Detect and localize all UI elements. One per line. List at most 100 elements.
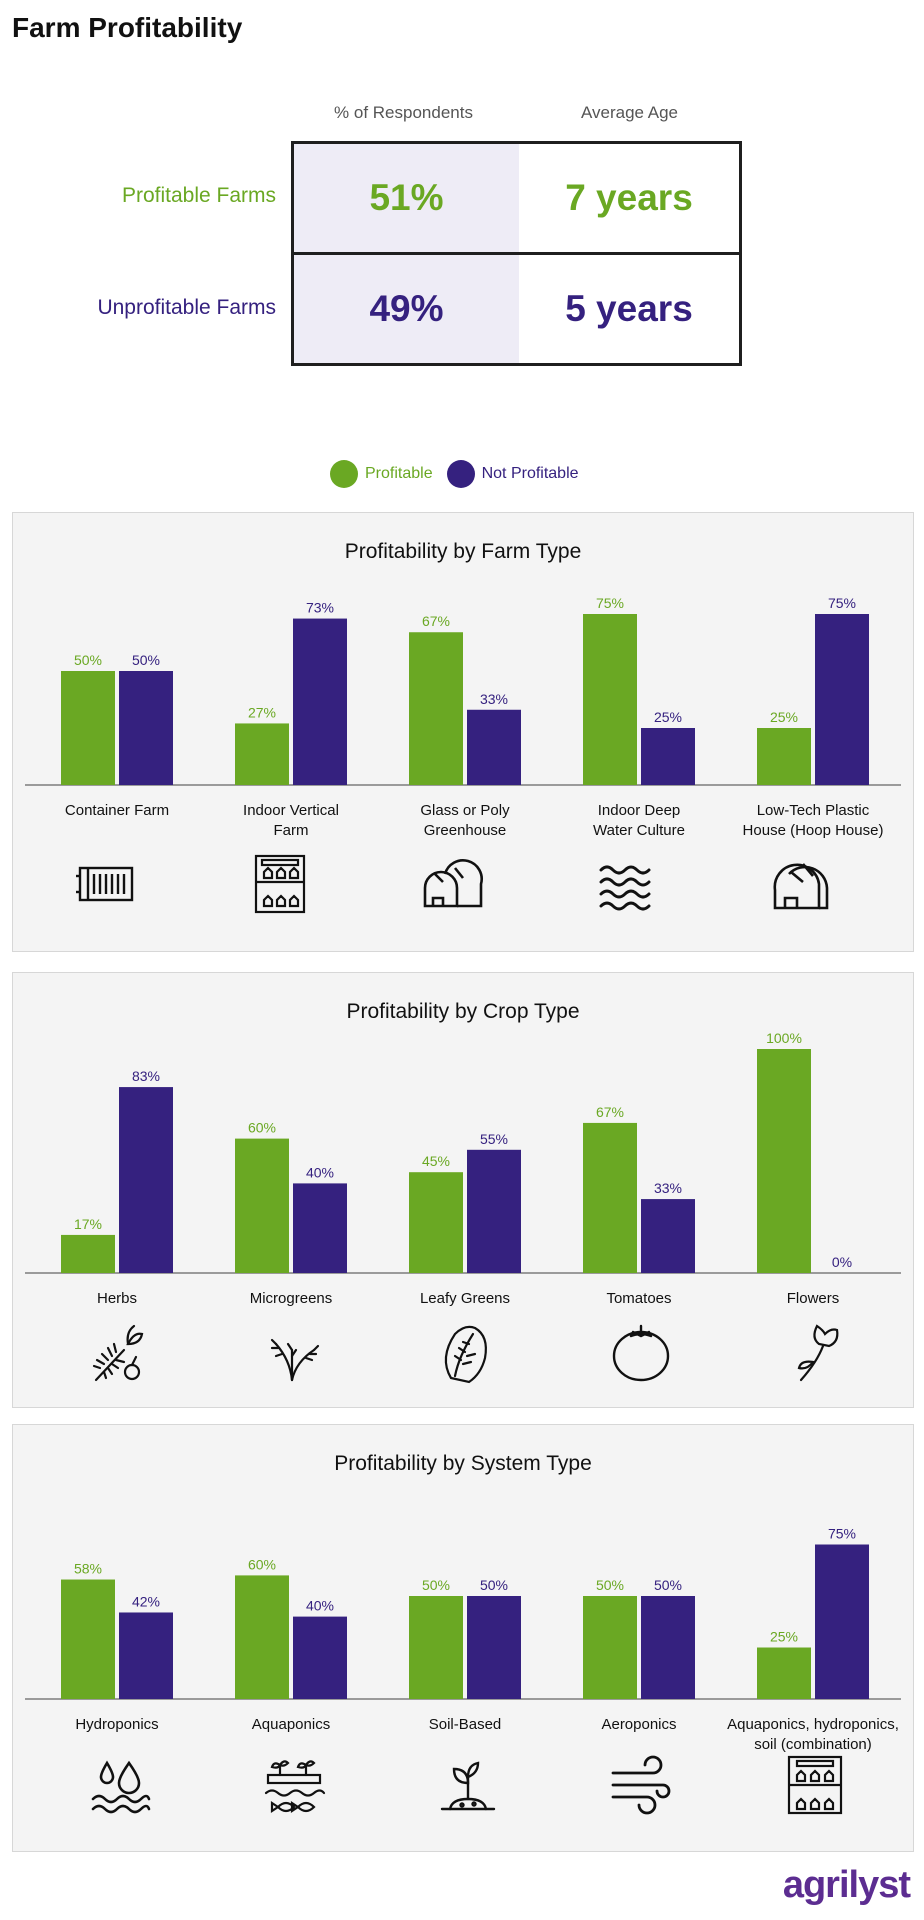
category-label-line: Glass or Poly: [420, 802, 510, 819]
category-label-4: Aquaponics, hydroponics, soil (combinatio…: [718, 1715, 908, 1755]
category-label-4: Low-Tech Plastic House (Hoop House): [718, 801, 908, 841]
farm-type-chart-panel: Profitability by Farm Type 50% 50% 27% 73% 6…: [12, 512, 914, 952]
bar-profitable-0: [61, 1579, 115, 1699]
bar-profitable-1: [235, 723, 289, 785]
category-label-line: Aquaponics: [251, 1716, 331, 1733]
data-label-profitable-4: 25%: [770, 1629, 798, 1645]
hoop-house-icon: [773, 863, 829, 910]
category-label-line: Hydroponics: [75, 1716, 159, 1733]
wind-icon: [611, 1755, 671, 1815]
data-label-not-profitable-4: 75%: [828, 1526, 856, 1542]
crop-type-chart-panel: Profitability by Crop Type 17% 83% 60% 40% 4…: [12, 972, 914, 1408]
category-label-line: House (Hoop House): [742, 822, 884, 839]
bar-profitable-2: [409, 1596, 463, 1699]
summary-table: 51% 7 years 49% 5 years: [291, 141, 742, 366]
profitable-pct-cell: 51%: [294, 144, 519, 252]
category-label-line: Container Farm: [64, 802, 170, 819]
water-drops-icon: [91, 1760, 151, 1814]
data-label-not-profitable-1: 40%: [306, 1598, 334, 1614]
bar-profitable-3: [583, 614, 637, 785]
data-label-profitable-4: 100%: [766, 1030, 802, 1046]
bar-profitable-4: [757, 1647, 811, 1699]
category-label-line: Water Culture: [593, 822, 685, 839]
category-label-line: Leafy Greens: [419, 1290, 511, 1307]
bar-not-profitable-1: [293, 1183, 347, 1273]
bar-not-profitable-1: [293, 618, 347, 785]
bar-not-profitable-1: [293, 1616, 347, 1699]
data-label-profitable-1: 60%: [248, 1120, 276, 1136]
bar-not-profitable-0: [119, 1612, 173, 1699]
farm-type-bar-chart: 50% 50% 27% 73% 67% 33% 75% 25% 25% 75%: [25, 595, 901, 786]
shipping-container-icon: [76, 866, 134, 902]
agrilyst-logo: agrilyst: [782, 1864, 911, 1907]
category-label-line: Low-Tech Plastic: [756, 802, 870, 819]
unprofitable-farms-label: Unprofitable Farms: [97, 296, 276, 319]
data-label-profitable-4: 25%: [770, 709, 798, 725]
page-title: Farm Profitability: [12, 12, 243, 43]
bar-profitable-3: [583, 1122, 637, 1273]
data-label-not-profitable-1: 40%: [306, 1164, 334, 1180]
system-type-bar-chart: 58% 42% 60% 40% 50% 50% 50% 50% 25% 75%: [25, 1526, 901, 1700]
crop-type-bar-chart: 17% 83% 60% 40% 45% 55% 67% 33% 100% 0%: [25, 1030, 901, 1274]
data-label-not-profitable-2: 50%: [480, 1577, 508, 1593]
pct-respondents-header: % of Respondents: [334, 103, 473, 122]
bar-not-profitable-3: [641, 728, 695, 785]
tomato-icon: [612, 1324, 670, 1382]
bar-not-profitable-3: [641, 1596, 695, 1699]
category-label-1: Microgreens: [196, 1289, 386, 1309]
bar-not-profitable-2: [467, 1596, 521, 1699]
data-label-not-profitable-4: 0%: [832, 1254, 852, 1270]
bar-not-profitable-2: [467, 709, 521, 785]
flower-icon: [797, 1324, 839, 1382]
bar-profitable-1: [235, 1138, 289, 1273]
data-label-not-profitable-0: 50%: [132, 652, 160, 668]
data-label-not-profitable-3: 25%: [654, 709, 682, 725]
farm-type-chart-title: Profitability by Farm Type: [344, 540, 582, 563]
profitable-age-cell: 7 years: [565, 177, 693, 218]
chart-legend: Profitable Not Profitable: [330, 460, 593, 488]
data-label-not-profitable-4: 75%: [828, 595, 856, 611]
data-label-not-profitable-2: 55%: [480, 1131, 508, 1147]
category-label-4: Flowers: [718, 1289, 908, 1309]
category-label-3: Aeroponics: [544, 1715, 734, 1735]
data-label-profitable-3: 67%: [596, 1104, 624, 1120]
legend-label-profitable: Profitable: [365, 465, 433, 482]
profitable-farms-label: Profitable Farms: [121, 184, 276, 207]
category-label-0: Container Farm: [22, 801, 212, 821]
bar-not-profitable-0: [119, 1087, 173, 1273]
bar-not-profitable-3: [641, 1199, 695, 1273]
bar-not-profitable-4: [815, 614, 869, 785]
category-label-1: Indoor Vertical Farm: [196, 801, 386, 841]
data-label-profitable-3: 75%: [596, 595, 624, 611]
data-label-profitable-0: 58%: [74, 1561, 102, 1577]
logo-text: agrilyst: [782, 1864, 911, 1906]
data-label-profitable-2: 45%: [422, 1153, 450, 1169]
bar-not-profitable-4: [815, 1544, 869, 1699]
data-label-not-profitable-3: 33%: [654, 1180, 682, 1196]
category-label-0: Herbs: [22, 1289, 212, 1309]
data-label-profitable-1: 27%: [248, 704, 276, 720]
category-label-line: Herbs: [96, 1290, 137, 1307]
data-label-profitable-0: 50%: [74, 652, 102, 668]
category-label-line: Aeroponics: [601, 1716, 677, 1733]
bar-profitable-4: [757, 1049, 811, 1273]
legend-label-not-profitable: Not Profitable: [481, 465, 579, 482]
system-type-chart-panel: Profitability by System Type 58% 42% 60% 40…: [12, 1424, 914, 1852]
seedling-soil-icon: [440, 1761, 496, 1811]
bar-profitable-4: [757, 728, 811, 785]
average-age-header: Average Age: [580, 103, 679, 122]
fish-plants-icon: [264, 1760, 326, 1814]
lettuce-icon: [444, 1325, 487, 1384]
bar-profitable-3: [583, 1596, 637, 1699]
vertical-farm-icon: [254, 854, 306, 914]
unprofitable-pct-cell: 49%: [294, 255, 519, 363]
data-label-not-profitable-1: 73%: [306, 600, 334, 616]
water-waves-icon: [599, 865, 651, 911]
category-label-line: soil (combination): [754, 1736, 872, 1753]
data-label-not-profitable-0: 83%: [132, 1068, 160, 1084]
category-label-line: Microgreens: [249, 1290, 333, 1307]
data-label-profitable-0: 17%: [74, 1216, 102, 1232]
category-label-line: Indoor Vertical: [243, 802, 339, 819]
category-label-line: Soil-Based: [428, 1716, 502, 1733]
legend-swatch-not-profitable: [446, 460, 475, 488]
